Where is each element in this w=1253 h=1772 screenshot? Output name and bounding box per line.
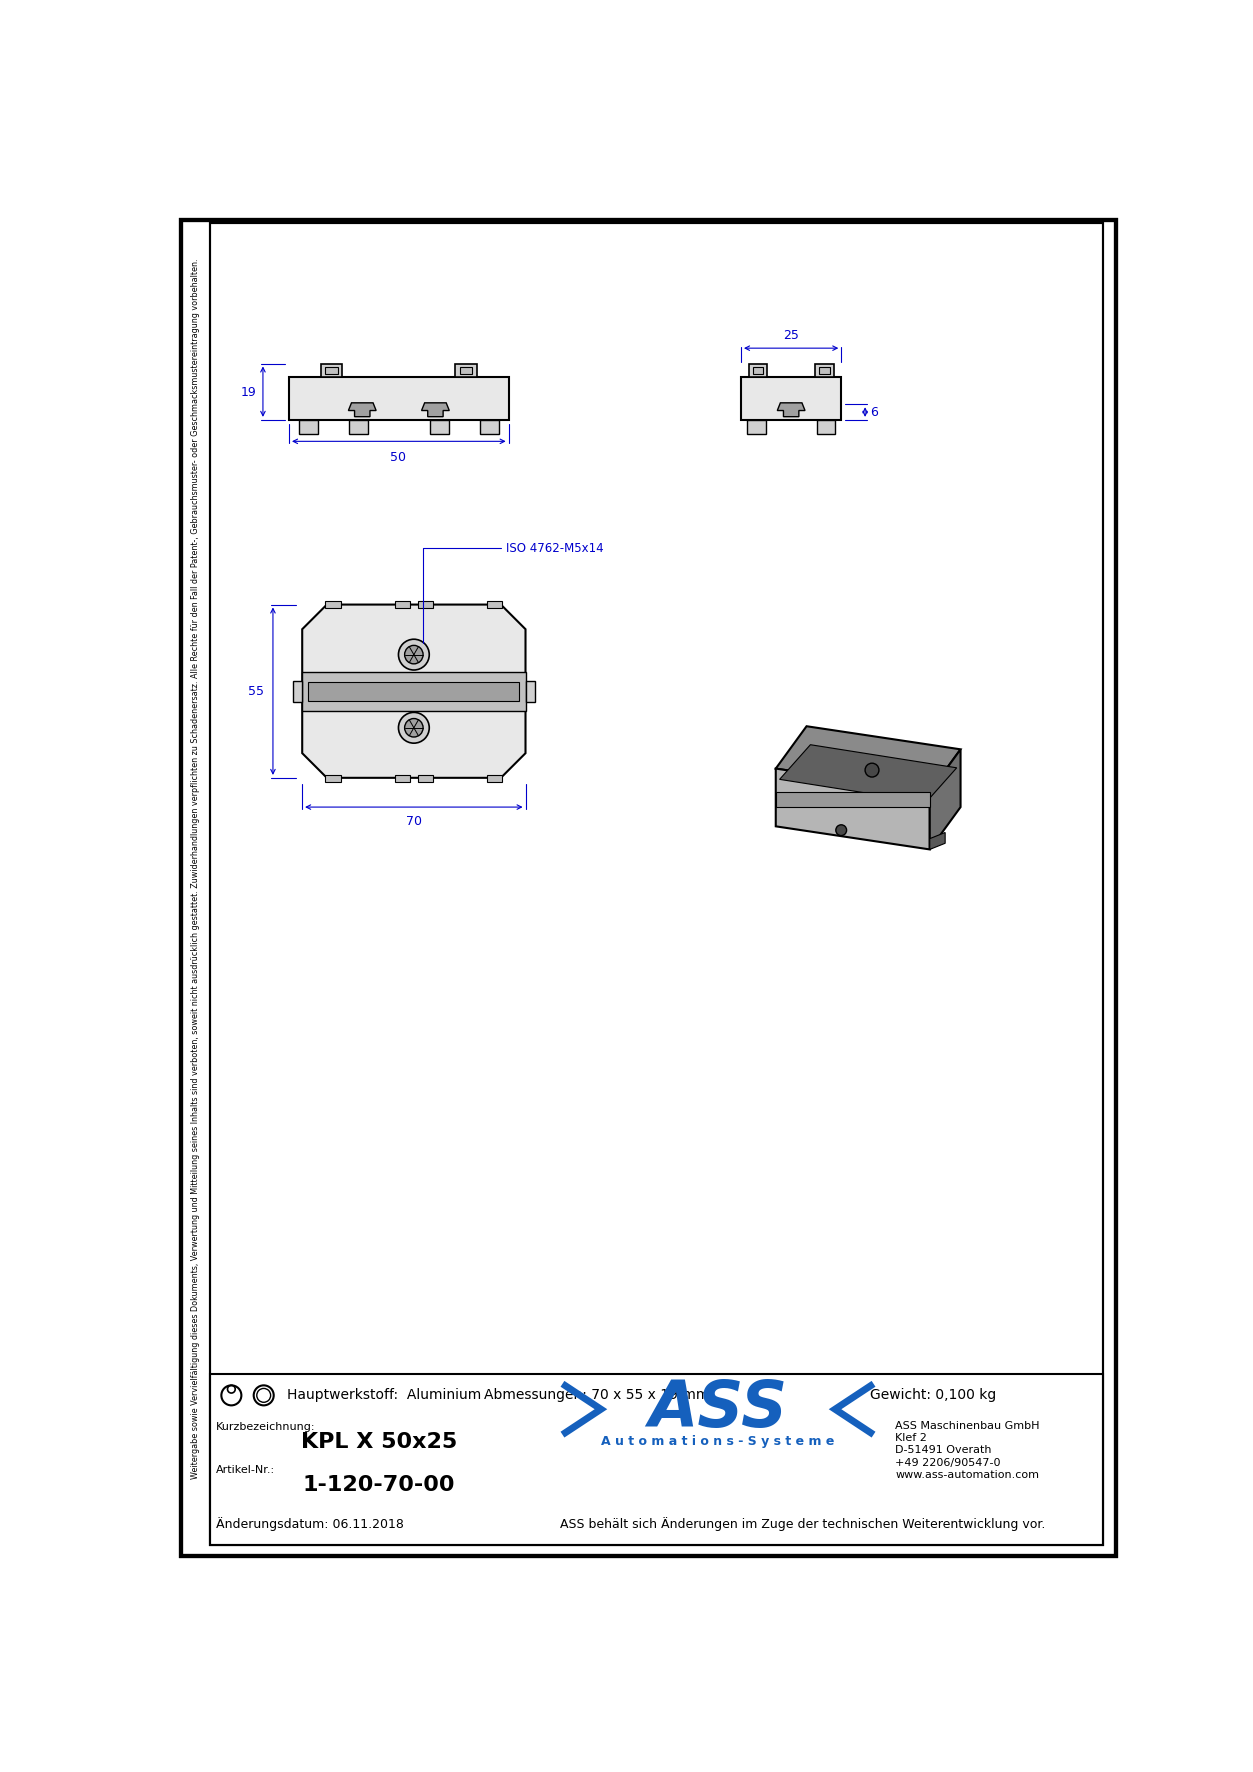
Text: ASS: ASS	[649, 1379, 788, 1441]
Text: KPL X 50x25: KPL X 50x25	[301, 1432, 457, 1451]
Bar	[430, 420, 449, 434]
Text: ASS behält sich Änderungen im Zuge der technischen Weiterentwicklung vor.: ASS behält sich Änderungen im Zuge der t…	[560, 1517, 1045, 1531]
Text: Kurzbezeichnung:: Kurzbezeichnung:	[216, 1421, 316, 1432]
Text: 1-120-70-00: 1-120-70-00	[303, 1474, 455, 1494]
Text: Artikel-Nr.:: Artikel-Nr.:	[216, 1465, 276, 1474]
Bar	[776, 792, 930, 806]
Bar	[817, 420, 834, 434]
Bar	[302, 672, 525, 711]
Polygon shape	[348, 402, 376, 416]
Polygon shape	[776, 727, 961, 792]
Bar	[299, 420, 317, 434]
Text: D-51491 Overath: D-51491 Overath	[895, 1446, 991, 1455]
Bar	[487, 601, 502, 608]
Polygon shape	[302, 604, 525, 778]
Bar	[417, 774, 434, 781]
Polygon shape	[421, 402, 450, 416]
Circle shape	[398, 640, 430, 670]
Text: 6: 6	[871, 406, 878, 418]
Bar	[747, 420, 766, 434]
Bar	[814, 363, 833, 377]
Text: www.ass-automation.com: www.ass-automation.com	[895, 1471, 1039, 1480]
Polygon shape	[777, 402, 804, 416]
Bar	[293, 680, 302, 702]
Bar	[395, 601, 410, 608]
Circle shape	[405, 718, 424, 737]
Bar	[326, 367, 337, 374]
Bar	[209, 1373, 1103, 1545]
Bar	[350, 420, 367, 434]
Bar	[326, 601, 341, 608]
Text: Änderungsdatum: 06.11.2018: Änderungsdatum: 06.11.2018	[216, 1517, 403, 1531]
Polygon shape	[776, 769, 930, 849]
Bar	[308, 682, 519, 700]
Circle shape	[836, 824, 847, 836]
Circle shape	[398, 712, 430, 742]
Bar	[819, 367, 829, 374]
Bar	[741, 377, 841, 420]
Circle shape	[405, 645, 424, 664]
Text: Weitergabe sowie Vervielfältigung dieses Dokuments, Verwertung und Mitteilung se: Weitergabe sowie Vervielfältigung dieses…	[192, 259, 200, 1480]
Text: ASS Maschinenbau GmbH: ASS Maschinenbau GmbH	[895, 1421, 1040, 1430]
Bar	[321, 363, 342, 377]
Text: 25: 25	[783, 330, 799, 342]
Text: Gewicht: 0,100 kg: Gewicht: 0,100 kg	[871, 1387, 996, 1402]
Bar	[487, 774, 502, 781]
Bar	[480, 420, 499, 434]
Text: 70: 70	[406, 815, 422, 828]
Bar	[753, 367, 763, 374]
Text: 55: 55	[248, 686, 263, 698]
Bar	[395, 774, 410, 781]
Text: 19: 19	[241, 386, 257, 399]
Bar	[289, 377, 509, 420]
Bar	[749, 363, 767, 377]
Bar	[326, 774, 341, 781]
Text: 50: 50	[391, 450, 406, 464]
Circle shape	[865, 764, 878, 778]
Text: Abmessungen: 70 x 55 x 19 mm: Abmessungen: 70 x 55 x 19 mm	[484, 1387, 709, 1402]
Text: ISO 4762-M5x14: ISO 4762-M5x14	[424, 542, 604, 643]
Bar	[525, 680, 535, 702]
Polygon shape	[779, 744, 957, 803]
Bar	[455, 363, 477, 377]
Text: A u t o m a t i o n s - S y s t e m e: A u t o m a t i o n s - S y s t e m e	[601, 1435, 834, 1448]
Text: Klef 2: Klef 2	[895, 1434, 927, 1442]
Bar	[417, 601, 434, 608]
Polygon shape	[930, 833, 945, 849]
Bar	[460, 367, 472, 374]
Polygon shape	[930, 750, 961, 849]
Text: +49 2206/90547-0: +49 2206/90547-0	[895, 1458, 1001, 1467]
Text: Hauptwerkstoff:  Aluminium: Hauptwerkstoff: Aluminium	[287, 1387, 481, 1402]
